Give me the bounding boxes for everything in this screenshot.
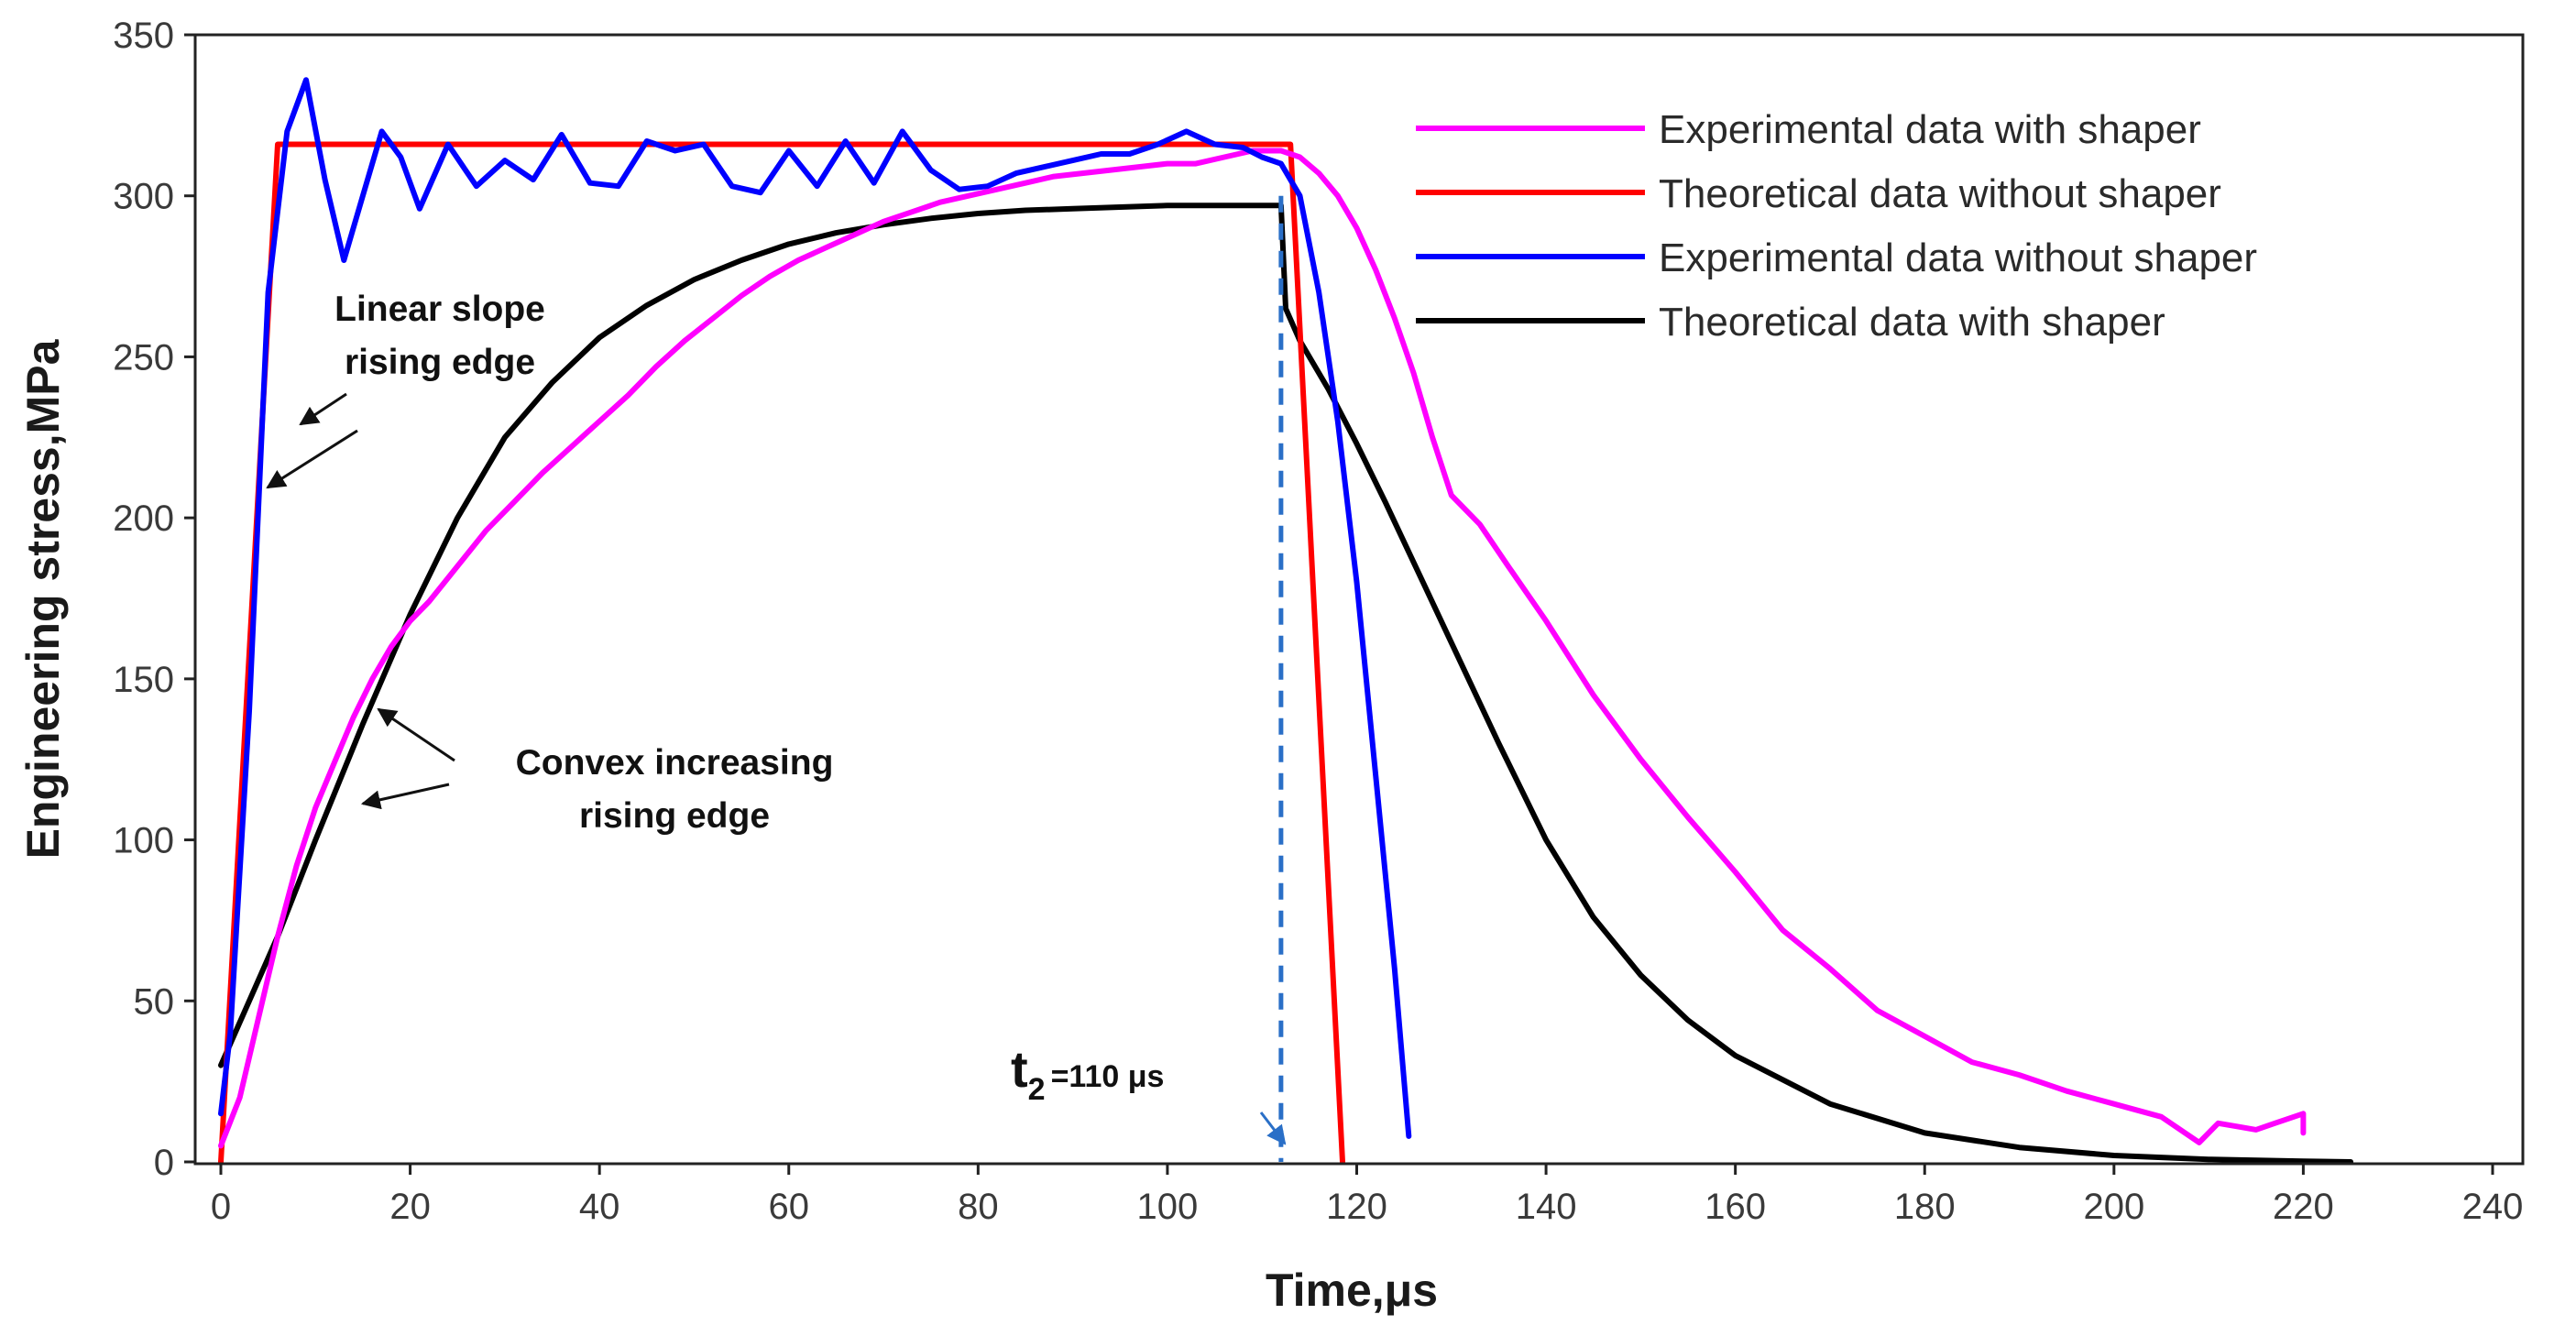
legend: Experimental data with shaper Theoretica… [1416, 107, 2257, 345]
plot-frame [193, 33, 2525, 1166]
y-tick-label: 250 [113, 337, 174, 378]
legend-label-theo-with-shaper: Theoretical data with shaper [1659, 300, 2165, 345]
x-tick-label: 120 [1326, 1187, 1387, 1227]
annotation-t2-rest: =110 μs [1051, 1059, 1165, 1094]
series-layer [218, 77, 2354, 1164]
legend-label-theo-without-shaper: Theoretical data without shaper [1659, 171, 2221, 216]
annotation-linear-slope-arrow-2 [266, 429, 358, 489]
annotation-t2: t2 =110 μs [1011, 1040, 1287, 1145]
x-tick-label: 160 [1705, 1187, 1766, 1227]
annotation-t2-label: t2 =110 μs [1011, 1040, 1164, 1107]
ticks-layer: 0 20 40 60 80 100 120 140 160 180 200 220 240 0 50 100 1… [113, 16, 2523, 1227]
x-tick-label: 80 [958, 1187, 999, 1227]
series-line-3 [218, 203, 2354, 1164]
legend-label-exp-without-shaper: Experimental data without shaper [1659, 235, 2257, 280]
x-tick-label: 220 [2273, 1187, 2334, 1227]
y-tick-label: 0 [154, 1143, 174, 1183]
legend-label-exp-with-shaper: Experimental data with shaper [1659, 107, 2201, 152]
y-tick-label: 100 [113, 821, 174, 861]
annotation-linear-slope-line2: rising edge [345, 343, 535, 382]
annotation-linear-slope: Linear slope rising edge [266, 290, 545, 489]
annotation-convex-arrow-1 [377, 707, 455, 762]
x-tick-label: 40 [579, 1187, 620, 1227]
y-axis-title: Engineering stress,MPa [17, 338, 69, 859]
annotation-convex-line1: Convex increasing [516, 743, 834, 783]
x-tick-label: 0 [211, 1187, 231, 1227]
annotation-t2-sub: 2 [1028, 1072, 1046, 1107]
x-tick-label: 60 [769, 1187, 810, 1227]
y-tick-label: 150 [113, 660, 174, 700]
series-line-2 [218, 77, 1412, 1139]
y-tick-label: 50 [134, 981, 175, 1022]
x-tick-label: 140 [1516, 1187, 1577, 1227]
annotation-linear-slope-arrow-1 [299, 392, 347, 426]
x-tick-label: 180 [1894, 1187, 1956, 1227]
y-tick-label: 350 [113, 16, 174, 56]
x-tick-label: 200 [2083, 1187, 2144, 1227]
x-tick-label: 100 [1137, 1187, 1199, 1227]
annotation-t2-main: t [1011, 1040, 1028, 1098]
series-line-0 [218, 148, 2307, 1149]
annotation-linear-slope-line1: Linear slope [334, 290, 545, 329]
x-axis-title: Time,μs [1266, 1265, 1438, 1316]
annotation-convex-arrow-2 [360, 783, 450, 810]
annotation-t2-arrow [1259, 1112, 1287, 1145]
x-tick-label: 20 [389, 1187, 431, 1227]
annotation-convex-line2: rising edge [579, 796, 770, 836]
y-tick-label: 200 [113, 498, 174, 539]
annotation-convex: Convex increasing rising edge [360, 707, 834, 836]
x-tick-label: 240 [2462, 1187, 2524, 1227]
y-tick-label: 300 [113, 177, 174, 217]
